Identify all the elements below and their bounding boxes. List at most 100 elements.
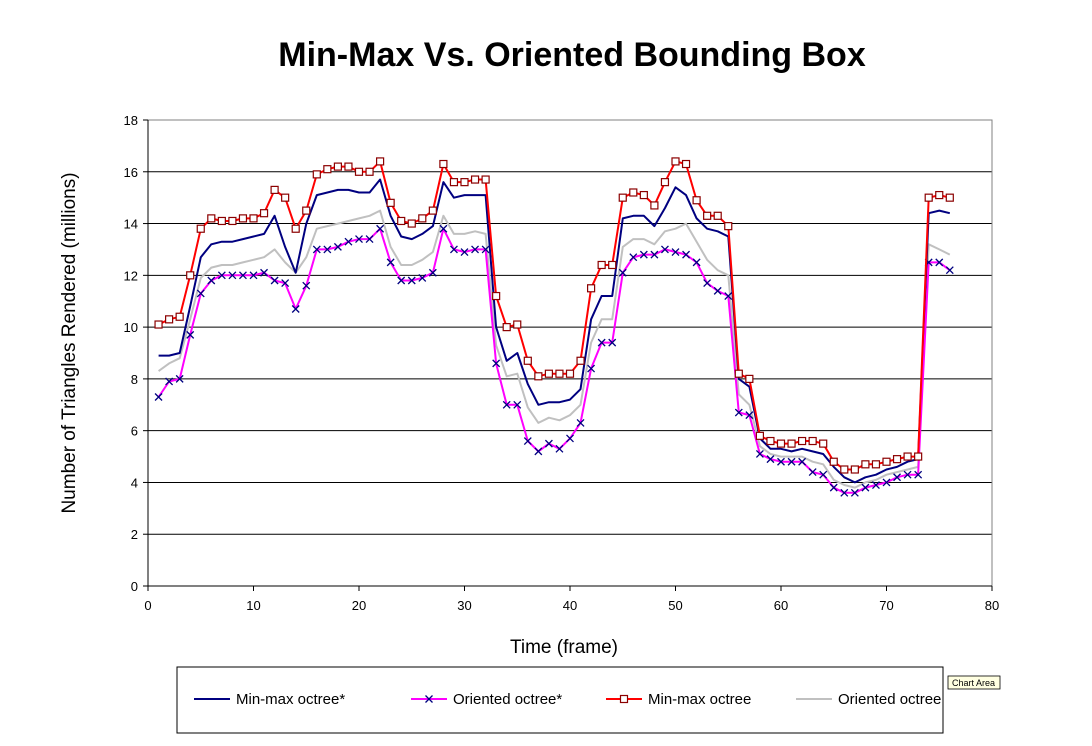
data-point [724,292,733,301]
data-point [808,468,817,477]
data-point [418,273,427,282]
data-point [259,209,269,218]
data-point [333,162,342,171]
data-point [534,447,543,456]
data-point [333,242,342,251]
data-point [745,411,754,420]
data-point [323,165,332,174]
series-oriented-octree-star [154,224,954,497]
data-point [629,188,638,197]
data-point [270,185,279,194]
data-point [165,377,174,386]
series-layer [154,157,954,497]
data-point [893,473,902,482]
data-point [671,157,680,166]
gridlines [148,171,992,535]
y-tick-label: 10 [124,320,138,335]
data-point [713,286,722,295]
data-point [597,338,606,347]
data-point [154,320,163,329]
data-point [376,157,385,166]
data-point [639,250,648,259]
data-point [787,439,796,448]
data-point [523,437,532,445]
data-point [608,338,617,347]
data-point [629,253,638,262]
legend-label: Oriented octree [838,691,941,708]
y-tick-label: 18 [124,113,138,128]
data-point [882,457,891,466]
data-point [376,224,385,233]
data-point [386,198,395,207]
data-point [755,450,764,458]
data-point [217,271,226,280]
data-point [502,323,511,332]
series-oriented-octree [158,209,951,489]
data-point [639,190,648,200]
y-tick-label: 4 [131,475,138,490]
data-point [270,276,279,285]
legend-label: Min-max octree [648,691,751,708]
x-tick-label: 70 [879,598,893,613]
legend[interactable]: Min-max octree* Oriented octree* Min-max o… [176,666,944,734]
legend-item: Min-max octree* [194,691,345,708]
data-point [249,214,258,223]
x-tick-label: 80 [985,598,999,613]
data-point [470,175,480,184]
legend-label: Min-max octree* [236,691,345,708]
y-axis-label: Number of Triangles Rendered (millions) [59,172,80,513]
data-point [935,258,944,267]
data-point [671,248,680,256]
data-point [196,289,205,298]
data-point [439,159,448,169]
data-point [439,224,448,233]
data-point [808,436,817,446]
data-point [534,372,543,381]
data-point [175,374,184,383]
data-point [228,271,237,280]
data-point [354,167,364,176]
data-point [703,211,712,220]
data-point [935,190,944,200]
data-point [154,393,163,401]
data-point [681,159,691,169]
data-point [260,268,269,277]
data-point [597,260,606,270]
data-point [281,193,290,202]
y-tick-label: 6 [131,424,138,439]
data-point [407,276,416,285]
y-tick-label: 12 [124,268,138,283]
data-point [460,248,469,256]
data-point [544,439,553,448]
data-point [829,483,838,492]
data-point [924,193,933,202]
data-point [238,271,247,280]
data-point [513,400,522,409]
data-point [692,196,701,205]
x-tick-label: 0 [144,598,151,613]
data-point [344,237,353,246]
data-point [291,224,300,233]
series-line [158,209,951,489]
data-point [502,400,511,409]
data-point [449,245,458,254]
data-point [365,167,374,176]
legend-item: Oriented octree* [411,691,562,708]
series-min-max-octree-star [158,178,951,484]
x-axis-ticks: 0 10 20 30 40 50 60 70 80 [144,586,999,613]
data-point [861,483,870,492]
data-point [207,276,216,285]
legend-marker [425,695,433,703]
x-tick-label: 20 [352,598,366,613]
y-tick-label: 16 [124,165,138,180]
data-point [492,291,501,301]
legend-label: Oriented octree* [453,691,562,708]
data-point [608,260,617,270]
data-point [576,356,585,365]
data-point [882,478,891,487]
data-point [576,418,585,427]
x-tick-label: 30 [457,598,471,613]
data-point [650,201,659,210]
data-point [840,465,849,474]
